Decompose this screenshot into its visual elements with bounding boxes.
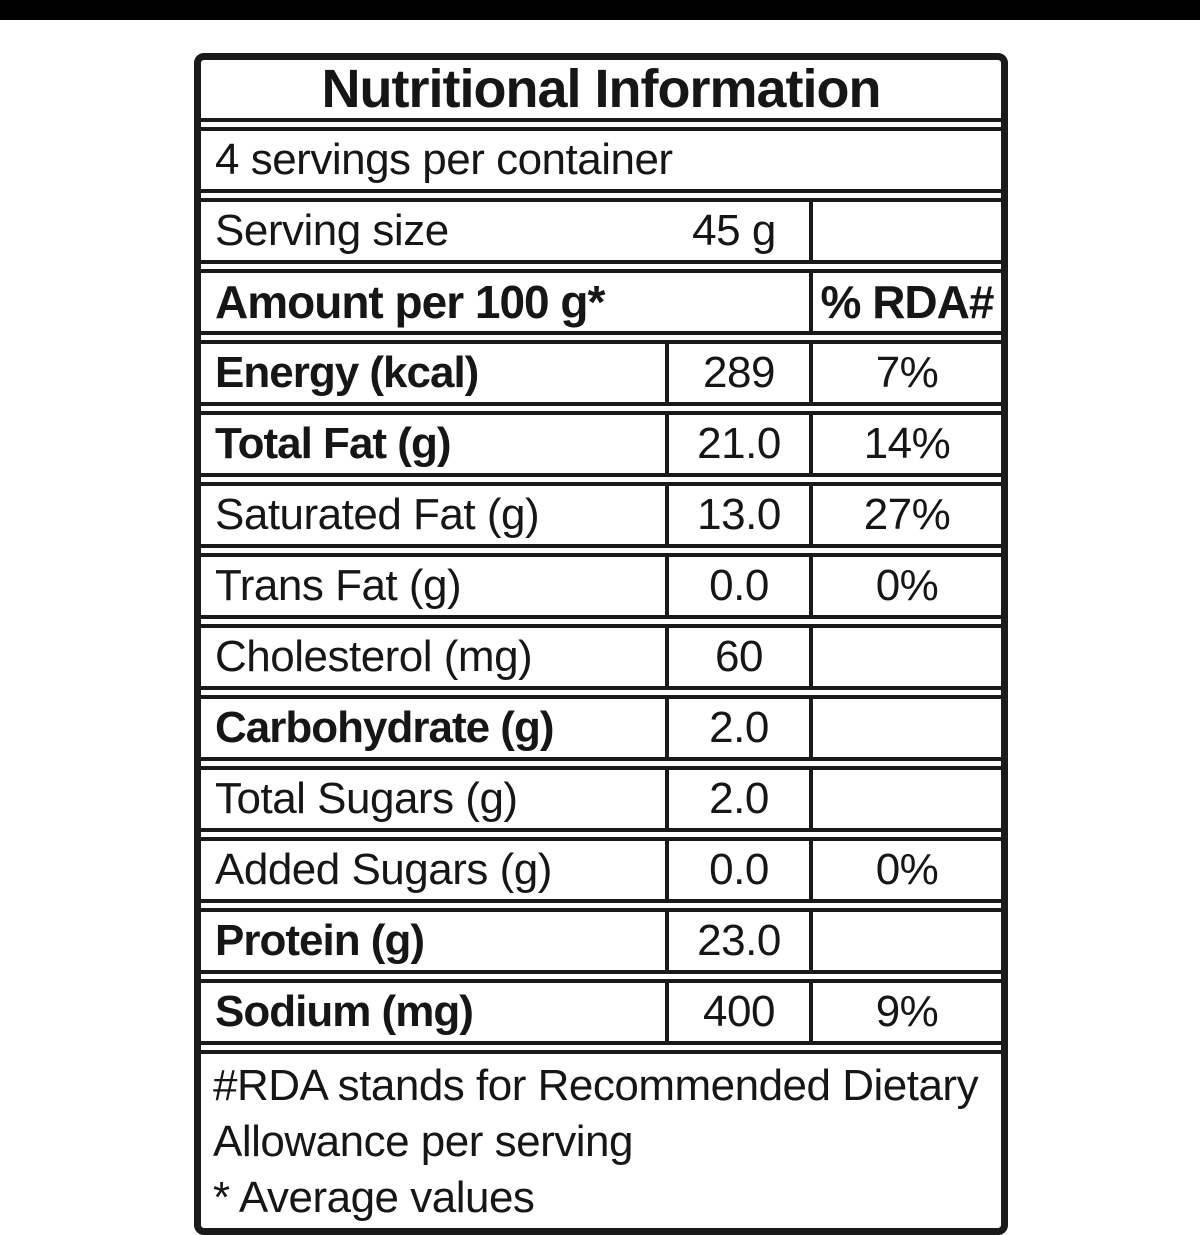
serving-size-row: Serving size 45 g: [201, 198, 1001, 264]
nutrient-row-trans-fat: Trans Fat (g) 0.0 0%: [201, 553, 1001, 619]
nutrient-rda: 7%: [809, 344, 1001, 402]
nutrient-label: Carbohydrate (g): [215, 703, 554, 752]
nutrient-row-cholesterol: Cholesterol (mg) 60: [201, 624, 1001, 690]
serving-size-value: 45 g: [692, 206, 776, 255]
rda-header: % RDA#: [809, 273, 1001, 331]
nutrient-label: Added Sugars (g): [215, 845, 552, 894]
column-header-row: Amount per 100 g* % RDA#: [201, 269, 1001, 335]
nutrient-value: 21.0: [665, 415, 809, 473]
nutrient-label: Saturated Fat (g): [215, 490, 540, 539]
label-title: Nutritional Information: [321, 59, 882, 119]
footnotes-section: #RDA stands for Recommended Dietary Allo…: [201, 1050, 1001, 1228]
nutrition-label: Nutritional Information 4 servings per c…: [194, 53, 1008, 1235]
servings-per-container: 4 servings per container: [215, 135, 673, 184]
serving-size-cell: Serving size 45 g: [201, 202, 809, 260]
nutrient-row-sodium: Sodium (mg) 400 9%: [201, 979, 1001, 1045]
nutrient-rda: 0%: [809, 557, 1001, 615]
nutrient-label: Cholesterol (mg): [215, 632, 533, 681]
nutrient-value: 0.0: [665, 557, 809, 615]
nutrient-rda: [809, 699, 1001, 757]
nutrient-label: Sodium (mg): [215, 987, 474, 1036]
nutrient-label: Protein (g): [215, 916, 425, 965]
nutrient-row-added-sugars: Added Sugars (g) 0.0 0%: [201, 837, 1001, 903]
nutrient-value: 400: [665, 983, 809, 1041]
serving-size-empty-cell: [809, 202, 1001, 260]
nutrient-label: Trans Fat (g): [215, 561, 462, 610]
title-row: Nutritional Information: [201, 60, 1001, 122]
nutrient-label: Energy (kcal): [215, 348, 479, 397]
nutrient-rda: [809, 628, 1001, 686]
serving-size-label: Serving size: [215, 206, 449, 255]
nutrient-row-total-sugars: Total Sugars (g) 2.0: [201, 766, 1001, 832]
nutrient-rda: [809, 912, 1001, 970]
nutrient-rda: 14%: [809, 415, 1001, 473]
nutrient-row-saturated-fat: Saturated Fat (g) 13.0 27%: [201, 482, 1001, 548]
nutrient-label: Total Sugars (g): [215, 774, 518, 823]
servings-row: 4 servings per container: [201, 127, 1001, 193]
nutrient-value: 2.0: [665, 699, 809, 757]
nutrient-rda: 0%: [809, 841, 1001, 899]
nutrient-value: 23.0: [665, 912, 809, 970]
nutrient-row-carbohydrate: Carbohydrate (g) 2.0: [201, 695, 1001, 761]
amount-per-header: Amount per 100 g*: [215, 276, 605, 328]
nutrient-value: 289: [665, 344, 809, 402]
nutrient-rda: 9%: [809, 983, 1001, 1041]
nutrient-value: 13.0: [665, 486, 809, 544]
nutrient-value: 2.0: [665, 770, 809, 828]
footnote-average-values: * Average values: [213, 1173, 535, 1222]
nutrient-label: Total Fat (g): [215, 419, 451, 468]
footnote-rda: #RDA stands for Recommended Dietary Allo…: [213, 1061, 979, 1166]
nutrient-value: 60: [665, 628, 809, 686]
nutrient-row-energy: Energy (kcal) 289 7%: [201, 340, 1001, 406]
nutrient-row-total-fat: Total Fat (g) 21.0 14%: [201, 411, 1001, 477]
nutrient-value: 0.0: [665, 841, 809, 899]
top-black-bar: [0, 0, 1200, 20]
nutrient-rda: [809, 770, 1001, 828]
nutrient-rda: 27%: [809, 486, 1001, 544]
nutrient-row-protein: Protein (g) 23.0: [201, 908, 1001, 974]
